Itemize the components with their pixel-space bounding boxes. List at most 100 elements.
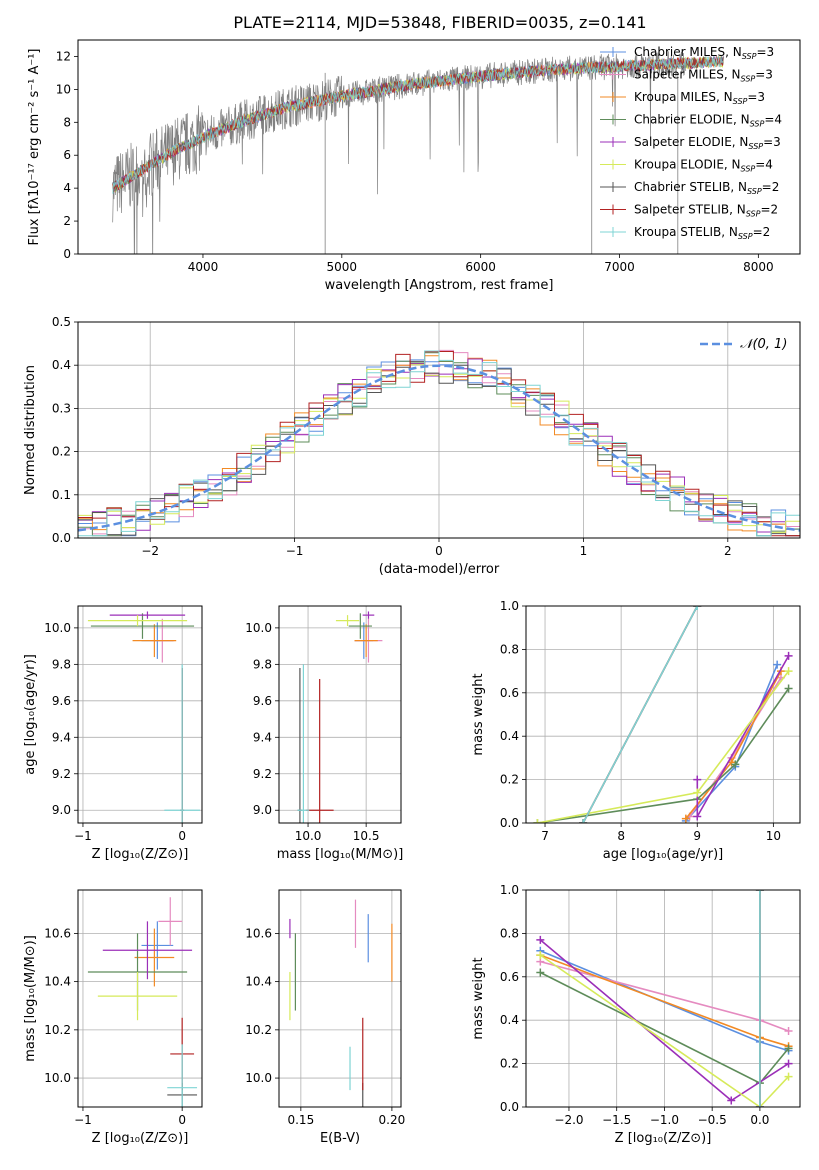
y-axis-label: Normed distribution: [23, 365, 38, 495]
panel-weight-vs-age: 7 8 9 10 0.0 0.2 0.4 0.6 0.8 1.0 age [log₁₀(age/yr…: [471, 599, 801, 862]
x-tick-label: 7: [541, 829, 549, 843]
y-tick-label: 10.2: [245, 1023, 272, 1037]
x-tick-label: 0.0: [750, 1113, 769, 1127]
axes-frame: [278, 889, 402, 1108]
x-tick-label: 9: [693, 829, 701, 843]
legend-entry: Salpeter STELIB, NSSP=2: [634, 203, 778, 219]
axes-frame: [77, 39, 801, 255]
panel-age-vs-mass: 10.0 10.5 9.0 9.2 9.4 9.6 9.8 10.0 mass [log₁₀(M…: [245, 605, 403, 862]
x-tick-label: 6000: [465, 260, 496, 274]
panel-weight-vs-Z: −2.0 −1.5 −1.0 −0.5 0.0 0.0 0.2 0.4 0.6 0.8 1.0 Z […: [471, 883, 801, 1146]
y-tick-label: 10.4: [44, 975, 71, 989]
plot-area: [112, 50, 724, 254]
panel-spectrum: 4000 5000 6000 7000 8000 0 2 4 6 8 10 12 wavelength …: [27, 39, 801, 293]
x-axis-label: E(B-V): [320, 1131, 360, 1146]
plot-area: [536, 890, 793, 1107]
weight-marker: [731, 760, 740, 769]
figure-title: PLATE=2114, MJD=53848, FIBERID=0035, z=0…: [233, 13, 646, 32]
y-tick-label: 0.1: [52, 488, 71, 502]
panel-mass-vs-EBV: 0.15 0.20 10.0 10.2 10.4 10.6 E(B-V): [245, 889, 406, 1146]
y-tick-label: 0.0: [500, 1100, 519, 1114]
y-tick-label: 10: [56, 82, 71, 96]
y-tick-label: 0.5: [52, 315, 71, 329]
weight-marker: [693, 775, 702, 784]
plot-area: [297, 611, 383, 823]
gaussian-curve: [78, 364, 800, 532]
y-tick-label: 10.4: [245, 975, 272, 989]
axes-frame: [525, 889, 801, 1108]
weight-marker: [773, 660, 782, 669]
weight-marker: [755, 890, 764, 894]
spectrum-legend: Chabrier MILES, NSSP=3 Salpeter MILES, NS…: [600, 45, 782, 241]
weight-marker: [784, 1072, 793, 1081]
y-tick-label: 9.8: [253, 657, 272, 671]
weight-marker: [693, 812, 702, 821]
y-tick-label: 0: [63, 247, 71, 261]
legend-entry: Kroupa MILES, NSSP=3: [634, 90, 765, 106]
y-tick-label: 9.0: [52, 803, 71, 817]
y-tick-label: 10.0: [245, 1071, 272, 1085]
y-axis-label: Flux [fλ10⁻¹⁷ erg cm⁻² s⁻¹ A⁻¹]: [27, 49, 42, 246]
y-tick-label: 0.3: [52, 401, 71, 415]
x-tick-label: −0.5: [698, 1113, 727, 1127]
x-tick-label: −1.5: [602, 1113, 631, 1127]
residual-histogram: [78, 350, 800, 537]
x-tick-label: 0.15: [287, 1113, 314, 1127]
y-tick-label: 0.2: [500, 1057, 519, 1071]
legend-entry: Kroupa ELODIE, NSSP=4: [634, 158, 773, 174]
x-tick-label: −1: [286, 544, 304, 558]
legend-entry: Salpeter MILES, NSSP=3: [634, 68, 773, 84]
weight-line: [537, 688, 790, 823]
x-axis-label: Z [log₁₀(Z/Z⊙)]: [92, 1131, 189, 1146]
y-tick-label: 1.0: [500, 599, 519, 613]
plots-layer: 4000 5000 6000 7000 8000024681012wavelength …: [23, 39, 801, 1146]
y-tick-label: 8: [63, 115, 71, 129]
x-tick-label: 10: [766, 829, 781, 843]
x-tick-label: −1: [74, 1113, 92, 1127]
weight-marker: [784, 667, 793, 676]
y-tick-label: 0.8: [500, 642, 519, 656]
legend-entry: 𝒩(0, 1): [740, 337, 787, 352]
weight-marker: [784, 651, 793, 660]
x-tick-label: 0.20: [379, 1113, 406, 1127]
x-tick-label: 10.0: [295, 829, 322, 843]
legend-entry: Chabrier STELIB, NSSP=2: [634, 180, 779, 196]
x-axis-label: age [log₁₀(age/yr)]: [603, 847, 724, 862]
weight-marker: [693, 788, 702, 797]
y-axis-label: mass [log₁₀(M/M⊙)]: [23, 935, 38, 1062]
y-tick-label: 9.2: [52, 767, 71, 781]
weight-marker: [536, 968, 545, 977]
axes-frame: [77, 605, 203, 824]
axes-frame: [77, 321, 801, 539]
x-tick-label: 5000: [327, 260, 358, 274]
y-tick-label: 2: [63, 214, 71, 228]
weight-line: [537, 670, 790, 823]
legend-entry: Chabrier MILES, NSSP=3: [634, 45, 774, 61]
plot-area: [289, 899, 393, 1107]
axes-frame: [77, 889, 203, 1108]
y-tick-label: 10.6: [245, 926, 272, 940]
x-tick-label: −2.0: [554, 1113, 583, 1127]
x-tick-label: 4000: [188, 260, 219, 274]
x-axis-label: (data-model)/error: [379, 562, 500, 577]
plot-area: [78, 349, 800, 537]
y-tick-label: 9.4: [253, 730, 272, 744]
y-tick-label: 10.0: [44, 621, 71, 635]
x-axis-label: Z [log₁₀(Z/Z⊙)]: [615, 1131, 712, 1146]
y-tick-label: 0.2: [500, 773, 519, 787]
legend-entry: Salpeter ELODIE, NSSP=3: [634, 135, 781, 151]
y-tick-label: 9.2: [253, 767, 272, 781]
y-tick-label: 0.0: [52, 531, 71, 545]
y-tick-label: 10.0: [44, 1071, 71, 1085]
x-tick-label: −1.0: [650, 1113, 679, 1127]
y-tick-label: 9.6: [52, 694, 71, 708]
x-tick-label: −2: [141, 544, 159, 558]
y-tick-label: 4: [63, 181, 71, 195]
weight-marker: [784, 1027, 793, 1036]
weight-marker: [536, 935, 545, 944]
weight-marker: [784, 1044, 793, 1053]
weight-marker: [784, 1059, 793, 1068]
y-tick-label: 9.0: [253, 803, 272, 817]
y-tick-label: 0.4: [52, 358, 71, 372]
